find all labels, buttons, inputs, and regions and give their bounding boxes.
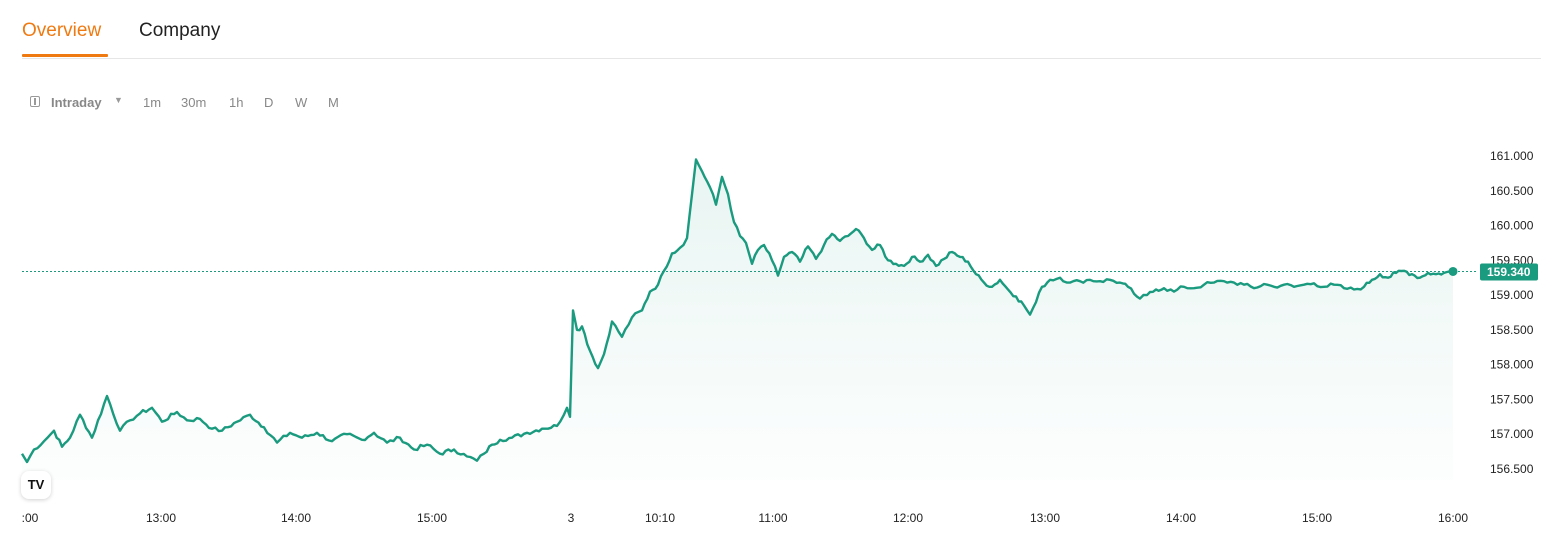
interval-dropdown[interactable]: Intraday	[51, 95, 102, 110]
last-price-label: 159.340	[1487, 265, 1531, 279]
last-price-dot	[1448, 266, 1458, 276]
y-tick-label: 159.000	[1490, 288, 1534, 302]
timeframe-m[interactable]: M	[328, 95, 339, 110]
y-tick-label: 158.500	[1490, 323, 1534, 337]
y-tick-label: 156.500	[1490, 462, 1534, 476]
timeframe-1m[interactable]: 1m	[143, 95, 162, 110]
x-tick-label: 14:00	[1166, 511, 1196, 525]
y-tick-label: 161.000	[1490, 149, 1534, 163]
timeframe-1h[interactable]: 1h	[229, 95, 244, 110]
price-line	[20, 158, 1454, 464]
x-tick-label: 14:00	[281, 511, 311, 525]
y-tick-label: 158.000	[1490, 358, 1534, 372]
x-tick-label: 16:00	[1438, 511, 1468, 525]
x-tick-label: 15:00	[1302, 511, 1332, 525]
x-tick-label: 13:00	[1030, 511, 1060, 525]
last-price-badge	[1480, 263, 1538, 281]
timeframe-d[interactable]: D	[264, 95, 274, 110]
y-tick-label: 157.500	[1490, 392, 1534, 406]
active-tab-indicator	[22, 54, 108, 57]
x-tick-label: 15:00	[417, 511, 447, 525]
tradingview-logo[interactable]: TV	[21, 471, 51, 499]
x-tick-label: 10:10	[645, 511, 675, 525]
y-tick-label: 160.000	[1490, 219, 1534, 233]
timeframe-w[interactable]: W	[295, 95, 308, 110]
x-tick-label: :00	[22, 511, 39, 525]
x-tick-label: 13:00	[146, 511, 176, 525]
timeframe-30m[interactable]: 30m	[181, 95, 207, 110]
y-axis: 161.000160.500160.000159.500159.000158.5…	[1490, 149, 1534, 476]
x-tick-label: 12:00	[893, 511, 923, 525]
chevron-down-icon[interactable]: ▼	[114, 95, 123, 105]
price-area-fill	[22, 159, 1453, 480]
tab-overview[interactable]: Overview	[22, 20, 102, 41]
x-tick-label: 3	[568, 511, 575, 525]
chart-type-icon[interactable]	[30, 96, 40, 107]
y-tick-label: 157.000	[1490, 427, 1534, 441]
x-axis: :00 13:00 14:00 15:00 3 10:10 11:00 12:00 13:00 1…	[22, 511, 1469, 525]
tab-bar: Overview Company	[22, 0, 1541, 59]
tab-company[interactable]: Company	[139, 20, 221, 41]
x-tick-label: 11:00	[758, 511, 787, 525]
y-tick-label: 160.500	[1490, 184, 1534, 198]
